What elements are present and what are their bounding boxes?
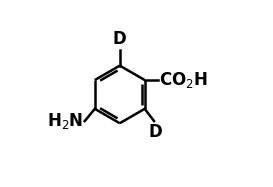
Text: D: D <box>149 122 162 140</box>
Text: CO$_2$H: CO$_2$H <box>159 70 208 90</box>
Text: H$_2$N: H$_2$N <box>47 111 83 131</box>
Text: D: D <box>113 30 127 48</box>
